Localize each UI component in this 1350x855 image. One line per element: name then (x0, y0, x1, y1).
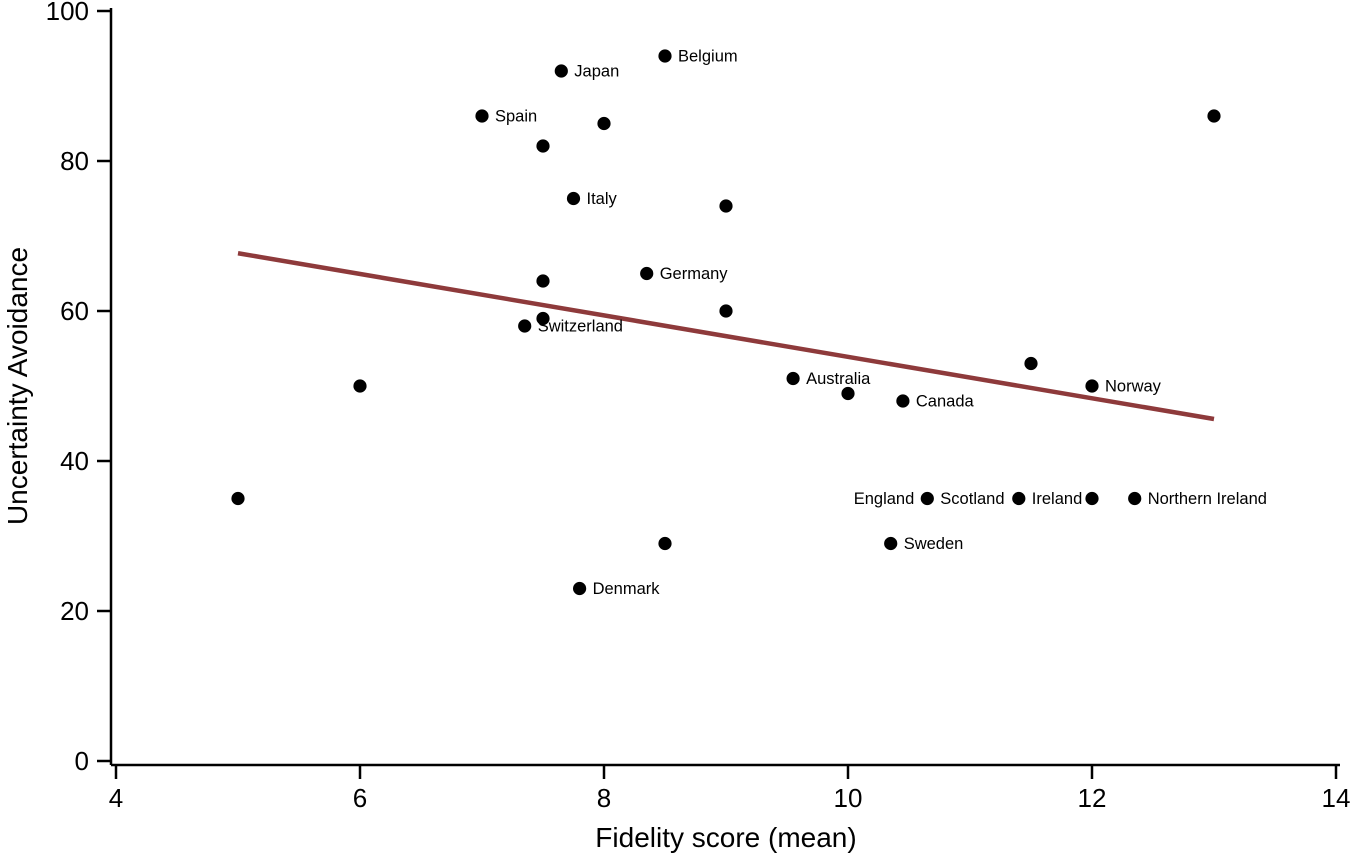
y-tick-label: 60 (60, 296, 89, 326)
data-point (475, 109, 489, 123)
fit-line-layer (237, 251, 1215, 422)
data-point (573, 581, 587, 596)
linear-fit-line (237, 251, 1215, 422)
x-tick-label: 10 (834, 783, 863, 813)
point-label: Belgium (678, 48, 738, 66)
point-label: Sweden (904, 535, 964, 553)
data-point (719, 199, 733, 213)
data-point (566, 191, 581, 206)
data-point (1085, 379, 1099, 393)
axes-layer: 4 6 8 10 12 14 0 20 40 60 80 100 (46, 0, 1350, 813)
point-label: Spain (495, 108, 537, 126)
y-tick-label: 40 (60, 446, 89, 476)
x-tick-label: 8 (597, 783, 611, 813)
data-point (920, 491, 934, 506)
data-point (719, 304, 733, 318)
x-axis-title: Fidelity score (mean) (595, 822, 856, 853)
data-point (536, 139, 550, 153)
point-label: Ireland (1032, 490, 1082, 508)
y-tick-label: 0 (75, 746, 89, 776)
data-point (1128, 491, 1142, 506)
y-tick-label: 100 (46, 0, 89, 26)
data-point (231, 491, 245, 506)
data-point (518, 319, 532, 333)
y-tick-label: 80 (60, 146, 89, 176)
data-point (1024, 356, 1038, 371)
data-point (554, 64, 568, 78)
data-point (536, 274, 550, 288)
data-point (896, 394, 910, 408)
y-tick-label: 20 (60, 596, 89, 626)
y-axis-title: Uncertainty Avoidance (2, 247, 33, 525)
point-label: Northern Ireland (1148, 490, 1267, 508)
data-point (640, 266, 654, 281)
x-tick-label: 4 (109, 783, 123, 813)
point-label: Germany (660, 265, 729, 283)
point-label: Australia (806, 370, 871, 388)
point-label: England (854, 490, 915, 508)
point-label: Scotland (940, 490, 1004, 508)
data-point (1085, 491, 1099, 506)
point-label: Switzerland (538, 318, 623, 336)
data-point (1012, 491, 1026, 506)
data-point (841, 386, 855, 401)
points-layer: Belgium Japan Spain Italy Germany Switzerland… (231, 48, 1267, 598)
point-label: Norway (1105, 378, 1162, 396)
point-label: Japan (574, 63, 619, 81)
point-label: Canada (916, 393, 975, 411)
x-tick-label: 14 (1322, 783, 1350, 813)
data-point (1207, 109, 1221, 123)
data-point (536, 311, 550, 326)
x-tick-label: 6 (353, 783, 367, 813)
point-label: Denmark (593, 580, 661, 598)
data-point (786, 371, 800, 386)
data-point (658, 536, 672, 551)
data-point (353, 379, 367, 393)
data-point (884, 536, 898, 551)
data-point (597, 116, 611, 131)
data-point (658, 49, 672, 63)
x-tick-label: 12 (1078, 783, 1107, 813)
point-label: Italy (587, 190, 618, 208)
